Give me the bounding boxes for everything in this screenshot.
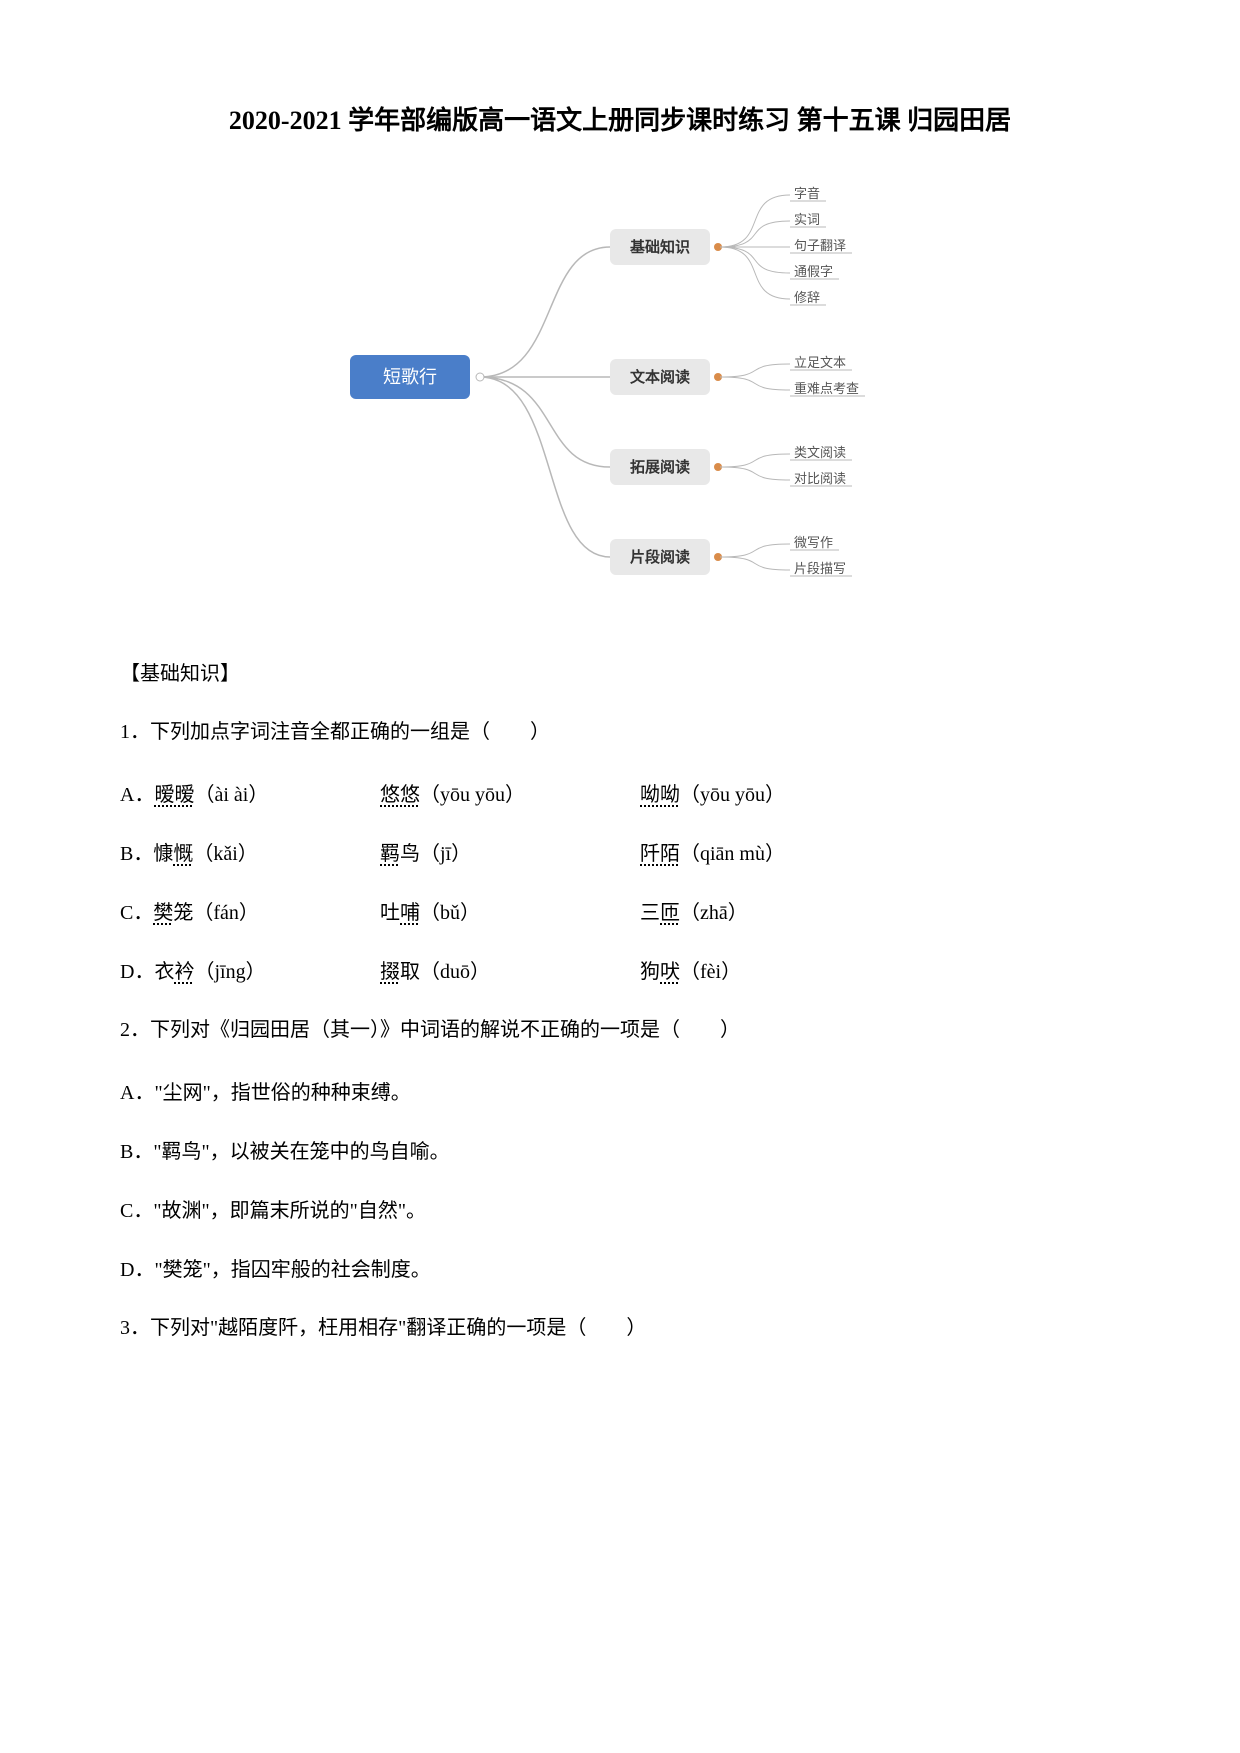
svg-text:修辞: 修辞 bbox=[794, 290, 820, 305]
q1-option-c: C．樊笼（fán） 吐哺（bǔ） 三匝（zhā） bbox=[120, 896, 1120, 925]
svg-text:微写作: 微写作 bbox=[794, 535, 833, 550]
section-heading-basics: 【基础知识】 bbox=[120, 657, 1120, 686]
q2-option-b: B．"羁鸟"，以被关在笼中的鸟自喻。 bbox=[120, 1135, 1120, 1164]
svg-text:对比阅读: 对比阅读 bbox=[794, 471, 846, 486]
svg-text:通假字: 通假字 bbox=[794, 264, 833, 279]
q1-option-d: D．衣衿（jīng） 掇取（duō） 狗吠（fèi） bbox=[120, 955, 1120, 984]
svg-text:片段阅读: 片段阅读 bbox=[630, 548, 690, 566]
svg-text:文本阅读: 文本阅读 bbox=[630, 368, 690, 386]
q2-stem: 2．下列对《归园田居（其一）》中词语的解说不正确的一项是（ ） bbox=[120, 1014, 1120, 1046]
q3-stem: 3．下列对"越陌度阡，枉用相存"翻译正确的一项是（ ） bbox=[120, 1312, 1120, 1344]
mindmap-diagram: 短歌行 基础知识 字音实词句子翻译通假字修辞文本阅读 立足文本重难点考查拓展阅读 类文阅… bbox=[280, 177, 960, 617]
q2-option-d: D．"樊笼"，指囚牢般的社会制度。 bbox=[120, 1253, 1120, 1282]
svg-text:字音: 字音 bbox=[794, 186, 820, 201]
q2-option-c: C．"故渊"，即篇末所说的"自然"。 bbox=[120, 1194, 1120, 1223]
svg-text:片段描写: 片段描写 bbox=[794, 561, 846, 576]
svg-text:实词: 实词 bbox=[794, 212, 820, 227]
svg-text:短歌行: 短歌行 bbox=[383, 367, 437, 387]
q1-option-b: B．慷慨（kǎi） 羁鸟（jī） 阡陌（qiān mù） bbox=[120, 837, 1120, 866]
svg-text:拓展阅读: 拓展阅读 bbox=[630, 458, 690, 476]
svg-text:句子翻译: 句子翻译 bbox=[794, 238, 846, 253]
svg-text:立足文本: 立足文本 bbox=[794, 355, 846, 370]
svg-text:重难点考查: 重难点考查 bbox=[794, 381, 859, 396]
q2-option-a: A．"尘网"，指世俗的种种束缚。 bbox=[120, 1076, 1120, 1105]
q1-stem: 1．下列加点字词注音全都正确的一组是（ ） bbox=[120, 716, 1120, 748]
svg-text:类文阅读: 类文阅读 bbox=[794, 445, 846, 460]
svg-text:基础知识: 基础知识 bbox=[629, 238, 690, 256]
page-title: 2020-2021 学年部编版高一语文上册同步课时练习 第十五课 归园田居 bbox=[120, 100, 1120, 137]
q1-option-a: A．暧暧（ài ài） 悠悠（yōu yōu） 呦呦（yōu yōu） bbox=[120, 778, 1120, 807]
